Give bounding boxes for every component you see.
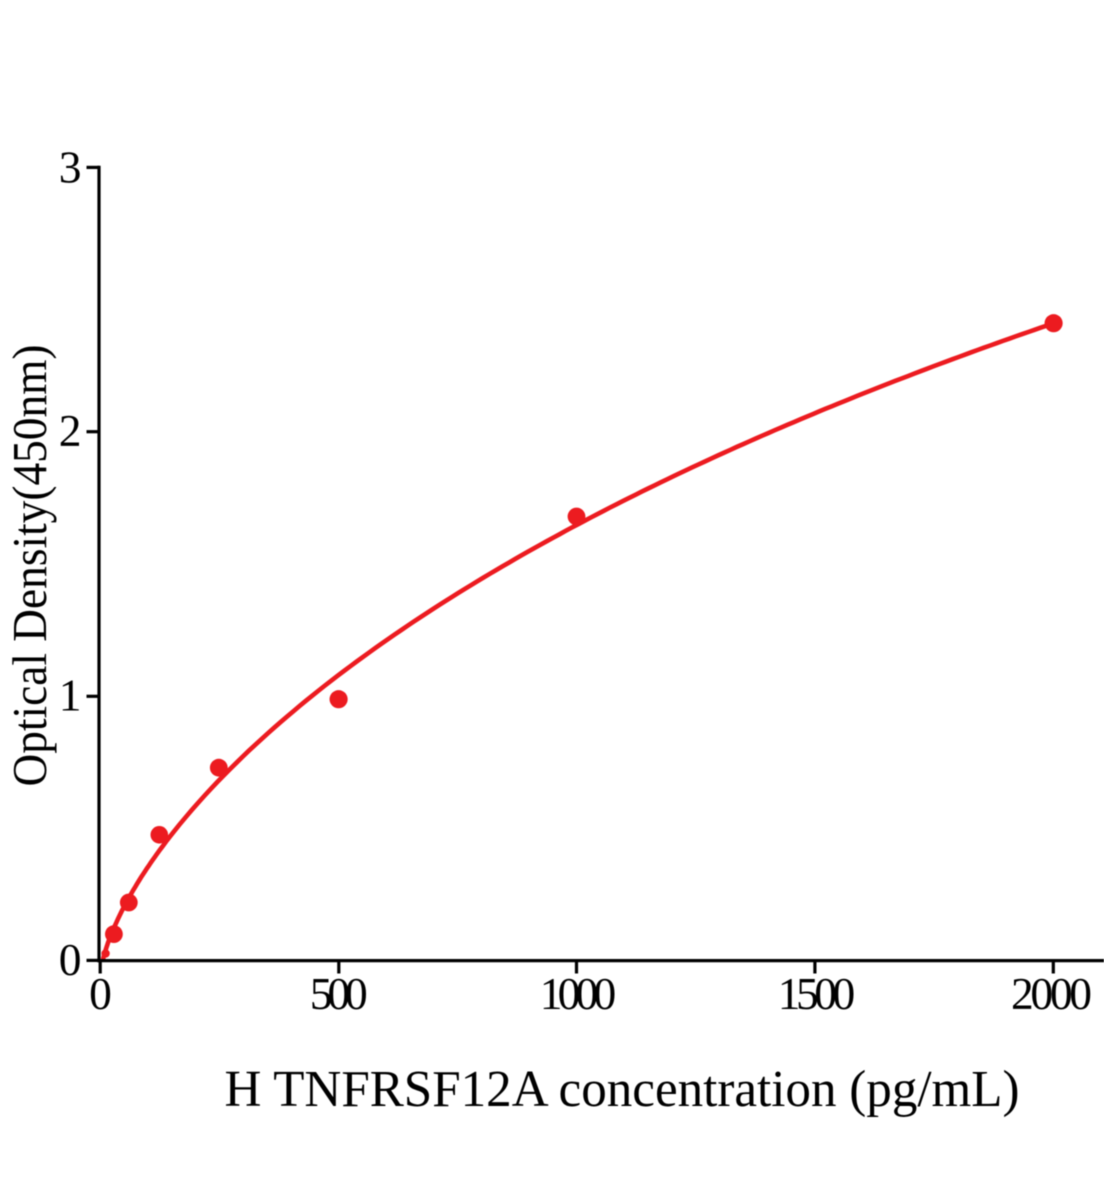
svg-text:0: 0 xyxy=(89,968,112,1019)
svg-text:H TNFRSF12A concentration (pg/: H TNFRSF12A concentration (pg/mL) xyxy=(225,1061,1020,1118)
svg-text:0: 0 xyxy=(59,934,82,985)
svg-text:1500: 1500 xyxy=(778,968,856,1019)
svg-text:1000: 1000 xyxy=(540,968,617,1019)
svg-text:Optical Density(450nm): Optical Density(450nm) xyxy=(4,345,57,787)
svg-text:500: 500 xyxy=(310,968,368,1019)
svg-text:2000: 2000 xyxy=(1011,968,1092,1019)
svg-text:1: 1 xyxy=(59,670,82,721)
svg-text:2: 2 xyxy=(59,405,82,456)
svg-text:3: 3 xyxy=(59,141,82,192)
